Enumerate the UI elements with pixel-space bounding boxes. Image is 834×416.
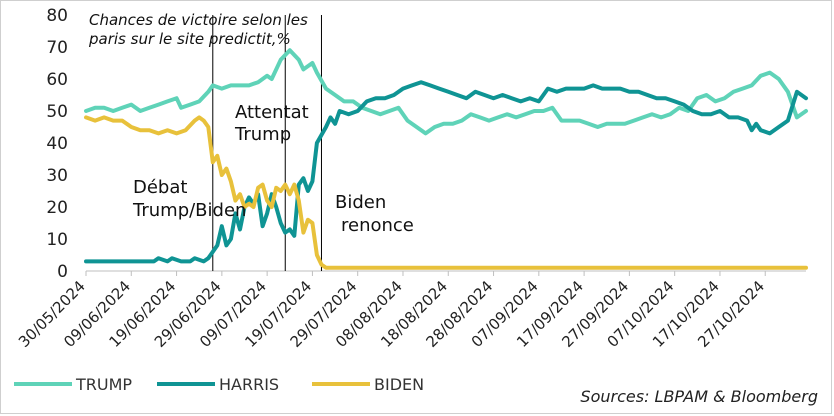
series-line-trump <box>84 48 808 136</box>
source-note: Sources: LBPAM & Bloomberg <box>580 387 818 406</box>
y-tick-label: 80 <box>46 6 68 26</box>
event-annotation-line: Trump <box>234 124 291 145</box>
y-axis-ticks: 0 10 20 30 40 50 60 70 80 <box>46 6 68 282</box>
legend-label: HARRIS <box>219 375 279 394</box>
event-annotation-line: Trump/Biden <box>132 200 246 221</box>
event-annotation-line: renonce <box>341 215 414 236</box>
legend: TRUMP HARRIS BIDEN <box>14 375 424 394</box>
series-line-harris <box>84 80 808 264</box>
y-tick-label: 50 <box>46 102 68 122</box>
y-tick-label: 20 <box>46 198 68 218</box>
legend-label: TRUMP <box>75 375 132 394</box>
y-tick-label: 60 <box>46 70 68 90</box>
y-tick-label: 40 <box>46 134 68 154</box>
x-axis: 30/05/202409/06/202419/06/202429/06/2024… <box>15 270 806 351</box>
legend-label: BIDEN <box>374 375 424 394</box>
event-annotation-line: Débat <box>133 177 187 198</box>
event-annotation-line: Biden <box>335 192 386 213</box>
subtitle-line: Chances de victoire selon les <box>89 11 308 29</box>
y-tick-label: 70 <box>46 38 68 58</box>
y-tick-label: 30 <box>46 166 68 186</box>
series-lines <box>84 48 808 270</box>
y-tick-label: 10 <box>46 230 68 250</box>
y-tick-label: 0 <box>57 262 68 282</box>
event-annotation-line: Attentat <box>235 102 309 123</box>
subtitle-line: paris sur le site predictit,% <box>88 30 291 48</box>
series-line-biden <box>84 115 808 270</box>
